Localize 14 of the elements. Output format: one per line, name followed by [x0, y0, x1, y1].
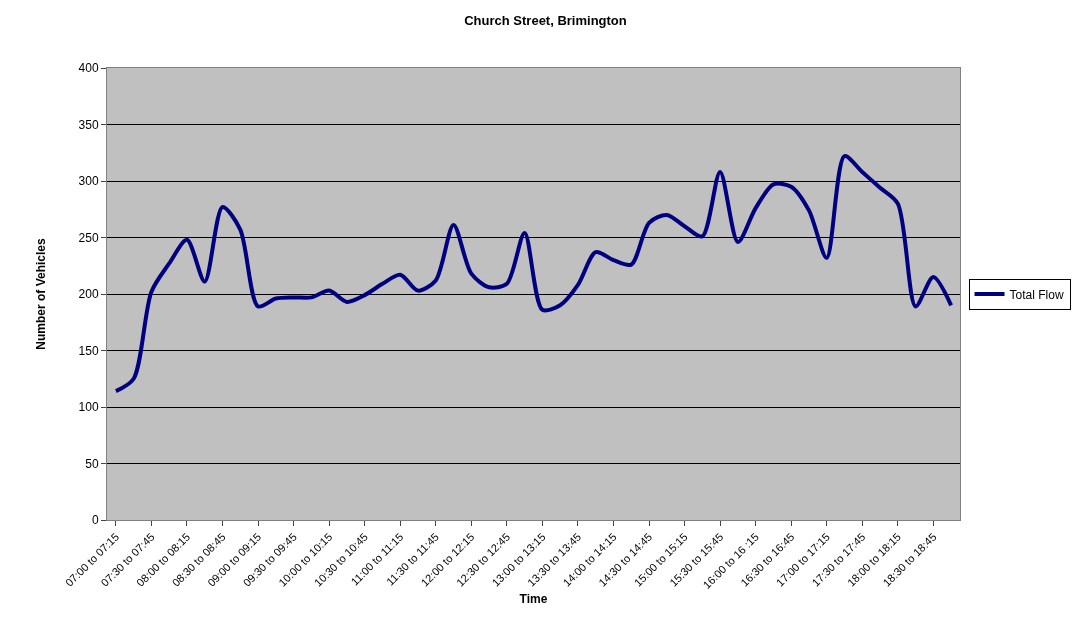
y-tick-label: 250 [78, 230, 99, 245]
y-tick-label: 100 [78, 400, 99, 415]
y-axis-title: Number of Vehicles [33, 237, 48, 350]
y-tick-label: 150 [78, 343, 99, 358]
y-tick-label: 350 [78, 117, 99, 132]
y-tick-label: 300 [78, 174, 99, 189]
y-tick-label: 200 [78, 287, 99, 302]
x-axis-title: Time [519, 591, 548, 606]
line-series [113, 154, 954, 394]
y-tick-label: 0 [91, 513, 99, 528]
legend-label: Total Flow [1009, 287, 1064, 302]
y-tick-label: 50 [85, 456, 99, 471]
chart-title: Church Street, Brimington [464, 13, 627, 29]
y-tick-label: 400 [78, 61, 99, 76]
